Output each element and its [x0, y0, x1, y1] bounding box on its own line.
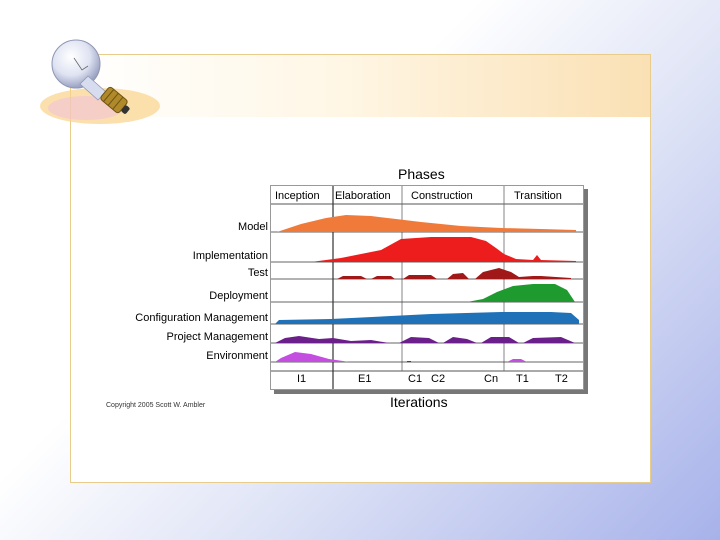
hump-test	[337, 268, 571, 279]
discipline-label-deployment: Deployment	[209, 290, 268, 302]
hump-environment	[275, 352, 527, 362]
axis-title: Iterations	[390, 394, 448, 410]
copyright-note: Copyright 2005 Scott W. Ambler	[106, 402, 206, 409]
iteration-label-t2: T2	[555, 373, 568, 385]
hump-implementation	[311, 237, 576, 262]
discipline-label-environment: Environment	[206, 350, 268, 362]
hump-environment-tick	[407, 361, 411, 362]
iteration-label-c2: C2	[431, 373, 446, 385]
phase-chart: Inception Elaboration Construction Trans…	[270, 185, 584, 390]
header-band	[71, 55, 650, 117]
phase-label-inception: Inception	[275, 190, 320, 202]
iteration-label-cn: Cn	[484, 373, 499, 385]
phase-label-transition: Transition	[514, 190, 562, 202]
hump-model	[277, 215, 576, 232]
discipline-label-model: Model	[238, 221, 268, 233]
discipline-label-test: Test	[247, 267, 268, 279]
phase-label-elaboration: Elaboration	[335, 190, 391, 202]
workflow-humps	[271, 186, 583, 389]
discipline-label-config-management: Configuration Management	[135, 312, 268, 324]
phase-label-construction: Construction	[411, 190, 473, 202]
iteration-label-i1: I1	[297, 373, 307, 385]
iteration-label-e1: E1	[358, 373, 372, 385]
light-bulb-icon	[40, 39, 160, 124]
iteration-label-c1: C1	[408, 373, 423, 385]
iteration-label-t1: T1	[516, 373, 529, 385]
hump-deployment	[467, 284, 575, 302]
diagram-title: Phases	[398, 166, 445, 182]
hump-config-management	[275, 312, 579, 324]
hump-project-management	[275, 336, 575, 343]
discipline-label-implementation: Implementation	[192, 250, 268, 262]
discipline-label-project-management: Project Management	[166, 331, 269, 343]
rup-hump-diagram: Phases Model Implementation Test Deploym…	[88, 162, 595, 414]
